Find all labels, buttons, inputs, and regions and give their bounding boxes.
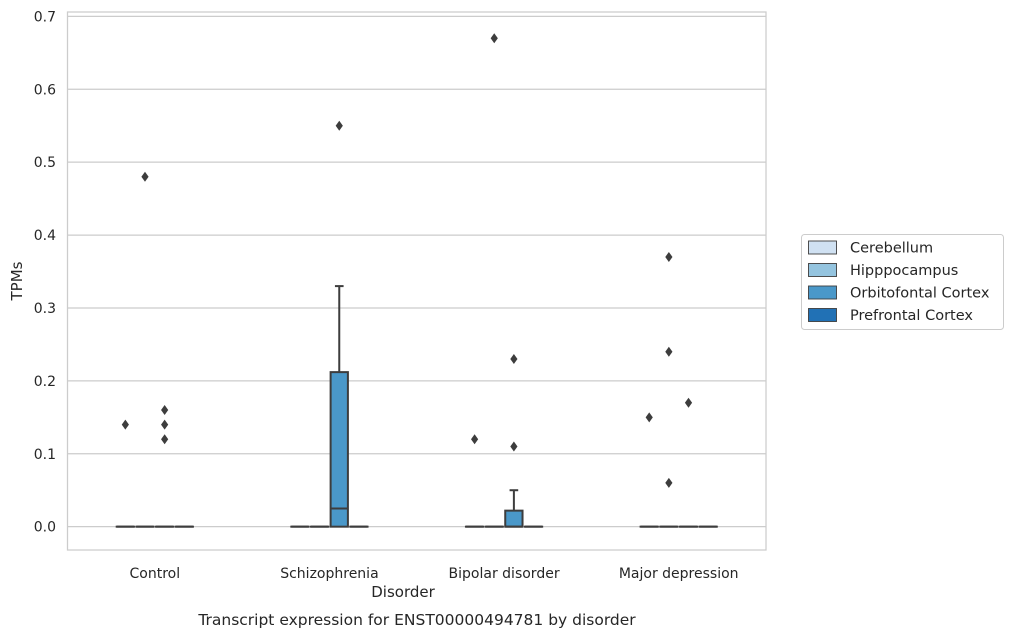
x-axis-label: Disorder (371, 583, 435, 601)
box (484, 33, 504, 528)
box (154, 405, 175, 528)
legend-label: Cerebellum (850, 241, 933, 257)
legend-item: Cerebellum (808, 240, 933, 257)
x-tick-label: Major depression (619, 566, 739, 582)
box-rect (329, 371, 349, 528)
outlier-point (141, 171, 149, 182)
outlier-point (161, 434, 169, 445)
box (135, 171, 155, 528)
x-tick-label: Schizophrenia (280, 566, 378, 582)
box (659, 251, 679, 528)
outlier-point (665, 477, 673, 488)
legend-swatch (808, 308, 837, 322)
y-tick-label: 0.2 (34, 374, 56, 390)
y-axis-label: TPMs (8, 261, 26, 301)
legend-label: Orbitofontal Cortex (850, 286, 990, 302)
legend-swatch (808, 285, 837, 300)
legend-label: Hipppocampus (850, 263, 958, 279)
outlier-point (161, 419, 169, 430)
outlier-point (335, 120, 343, 131)
chart-caption: Transcript expression for ENST0000049478… (197, 611, 636, 629)
y-tick-label: 0.5 (34, 155, 56, 171)
legend-swatch (808, 263, 837, 277)
series-cerebellum (115, 412, 659, 528)
box-series (115, 33, 718, 528)
x-tick-labels: Control Schizophrenia Bipolar disorder Majo… (130, 566, 739, 582)
plot-frame (66, 11, 767, 551)
y-tick-labels: 0.0 0.1 0.2 0.3 0.4 0.5 0.6 0.7 (34, 9, 56, 535)
series-hipppocampus (135, 33, 679, 528)
legend-item: Orbitofontal Cortex (808, 285, 990, 302)
box (464, 434, 485, 528)
legend-item: Prefrontal Cortex (808, 308, 973, 324)
outlier-point (684, 397, 693, 408)
series-orbitofontal-cortex (154, 120, 699, 528)
outlier-point (490, 33, 498, 44)
y-tick-label: 0.4 (34, 228, 56, 244)
box (115, 419, 135, 528)
legend: Cerebellum Hipppocampus Orbitofontal Corte… (801, 234, 1004, 330)
x-tick-label: Bipolar disorder (449, 566, 560, 582)
legend-label: Prefrontal Cortex (850, 308, 973, 324)
x-tick-label: Control (130, 566, 181, 582)
outlier-point (161, 405, 169, 416)
y-tick-label: 0.0 (34, 520, 56, 536)
legend-frame (801, 234, 1004, 330)
y-tick-label: 0.3 (34, 301, 56, 317)
y-tick-label: 0.6 (34, 82, 56, 98)
legend-item: Hipppocampus (808, 263, 958, 279)
outlier-point (121, 419, 129, 430)
outlier-point (510, 441, 518, 452)
y-tick-label: 0.1 (34, 447, 56, 463)
y-tick-label: 0.7 (34, 9, 56, 25)
outlier-point (665, 251, 673, 262)
box-rect (504, 509, 524, 528)
outlier-point (470, 434, 479, 445)
outlier-point (645, 412, 653, 423)
box (678, 397, 699, 528)
box (504, 354, 524, 528)
box (329, 120, 349, 528)
legend-swatch (808, 240, 837, 255)
box (639, 412, 659, 528)
outlier-point (510, 354, 518, 365)
outlier-point (665, 346, 673, 357)
